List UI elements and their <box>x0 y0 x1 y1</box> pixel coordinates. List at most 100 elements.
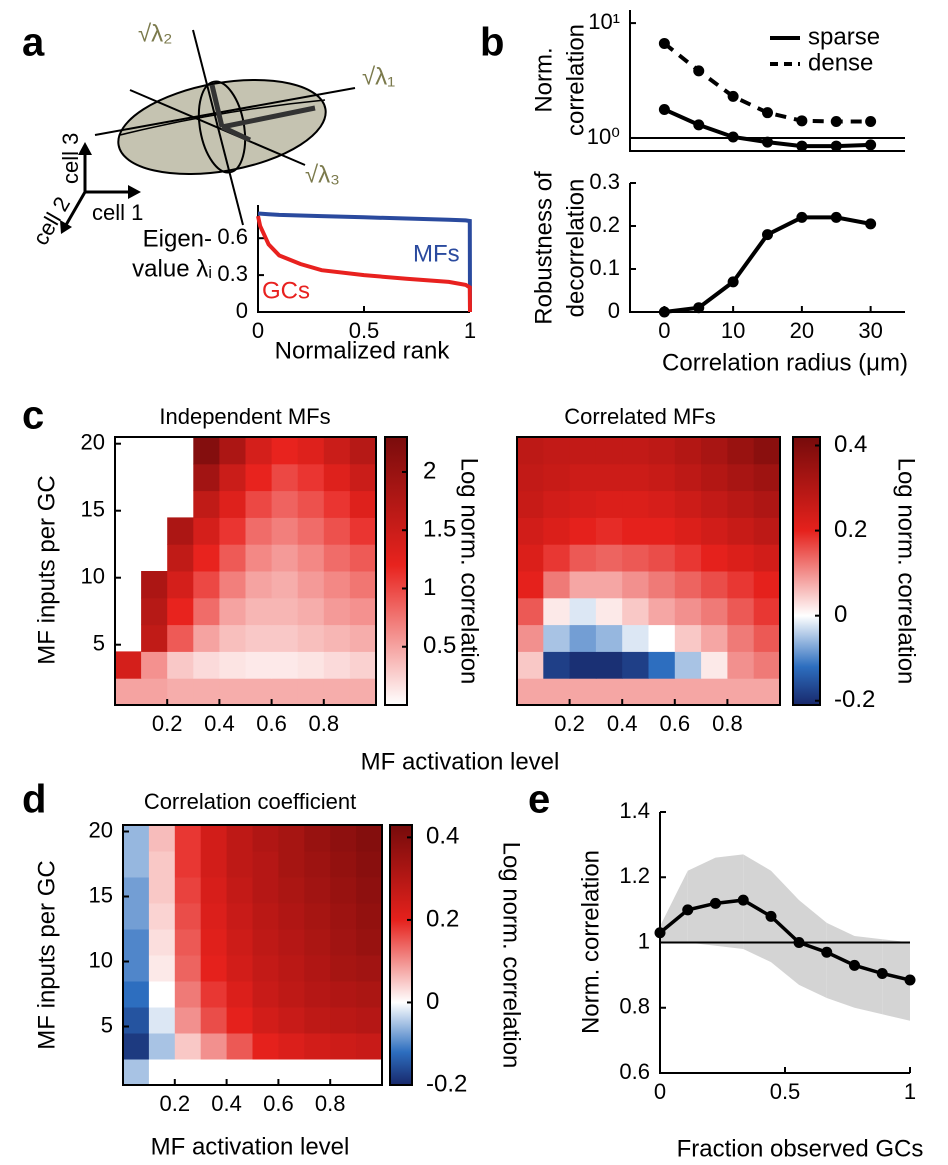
heatmap-cell <box>174 851 202 878</box>
colorbar-tick-label: -0.2 <box>834 686 875 713</box>
heatmap-cell <box>115 651 142 679</box>
band <box>687 857 716 946</box>
legend-label: dense <box>808 49 873 76</box>
heatmap-cell <box>245 571 273 599</box>
heatmap-cell <box>674 490 702 518</box>
heatmap-cell <box>701 490 728 518</box>
colorbar-tick-label: 0.2 <box>426 905 459 932</box>
heatmap-cell <box>174 1007 202 1034</box>
x-tick-label: 30 <box>858 318 882 343</box>
heatmap-cell <box>141 651 168 679</box>
y-axis-label: Eigen- <box>143 225 212 252</box>
heatmap-cell <box>148 851 176 878</box>
series-label: MFs <box>413 240 460 267</box>
x-tick-label: 0.2 <box>152 711 183 736</box>
heatmap-cell <box>193 597 220 626</box>
axis-3 <box>129 89 306 166</box>
ellipsoid-diagram: √λ₁ √λ₂ √λ₃ cell 1 cell 2 cell 3 <box>28 20 396 249</box>
colorbar-tick-label: 0 <box>834 601 847 628</box>
heatmap-cell <box>356 903 383 930</box>
heatmap-cell <box>701 651 728 679</box>
heatmap-cell <box>141 571 168 599</box>
marker <box>727 90 739 102</box>
heatmap-cell <box>167 624 194 652</box>
plot-frame <box>122 824 383 1086</box>
heatmap-cell <box>727 490 755 518</box>
x-axis-label: MF activation level <box>361 748 560 775</box>
heatmap-cell <box>356 981 383 1008</box>
heatmap-cell <box>304 1059 331 1086</box>
heatmap-cell <box>622 437 649 465</box>
panel-label: a <box>22 21 45 65</box>
x-tick-label: 0.5 <box>349 318 380 343</box>
heatmap-cell <box>595 597 623 626</box>
heatmap-cell <box>271 624 299 652</box>
heatmap-cell <box>123 877 150 904</box>
heatmap-cell <box>356 851 383 878</box>
colorbar-tick-label: 0.4 <box>834 431 867 458</box>
heatmap-cell <box>148 955 176 982</box>
y-tick-label: 20 <box>81 430 105 455</box>
heatmap-cell <box>330 1059 357 1086</box>
heatmap-cell <box>753 437 781 465</box>
heatmap-cell <box>543 437 571 465</box>
marker <box>658 37 670 49</box>
colorbar-tick-label: 2 <box>423 457 436 484</box>
heatmap-cell <box>245 678 273 706</box>
heatmap-cell <box>349 517 377 545</box>
eigen-label: √λ₁ <box>362 63 395 90</box>
y-tick-label: 5 <box>93 631 105 656</box>
heatmap-cell <box>517 571 544 599</box>
heatmap-cell <box>271 678 299 706</box>
heatmap-cell <box>200 1007 228 1034</box>
band <box>882 939 910 1021</box>
heatmap-cell <box>304 1007 331 1034</box>
heatmap-cell <box>304 1033 331 1060</box>
y-tick-label: 15 <box>81 497 105 522</box>
heatmap-cell <box>648 490 676 518</box>
heatmap-cell <box>543 571 571 599</box>
heatmap-cell <box>727 571 755 599</box>
heatmap-cell <box>517 544 544 572</box>
y-tick-label: 0.2 <box>589 212 620 237</box>
heatmap-cell <box>569 597 597 626</box>
y-axis-label: MF inputs per GC <box>33 860 60 1049</box>
heatmap-cell <box>245 517 273 545</box>
heatmap-cell <box>323 437 351 465</box>
ellipsoid-contour <box>119 99 326 136</box>
x-tick-label: 0.8 <box>712 711 743 736</box>
heatmap-cell <box>304 851 331 878</box>
heatmap-cell <box>727 624 755 652</box>
heatmap-cell <box>252 955 279 982</box>
heatmap-cell <box>226 825 253 852</box>
heatmap-cell <box>517 624 544 652</box>
marker <box>693 119 705 131</box>
marker <box>830 116 842 128</box>
y-axis-label: Norm. <box>530 47 557 112</box>
x-tick-label: 0.8 <box>309 711 340 736</box>
y-tick-label: 10¹ <box>588 9 620 34</box>
heatmap-cell <box>701 597 728 626</box>
heatmap-cell <box>543 678 571 706</box>
colorbar-label: Log norm. correlation <box>498 842 525 1069</box>
heatmap-cell <box>595 678 623 706</box>
cell-axis <box>64 191 87 226</box>
y-axis-label: value λᵢ <box>132 255 212 282</box>
heatmap-cell <box>648 597 676 626</box>
marker <box>765 910 777 922</box>
heatmap-cell <box>323 678 351 706</box>
colorbar-tick-label: 0.2 <box>834 516 867 543</box>
heatmap-cell <box>200 929 228 956</box>
heatmap-cell <box>569 651 597 679</box>
panel-label: e <box>528 778 550 822</box>
y-tick-label: 1.4 <box>619 798 650 823</box>
heatmap-cell <box>356 877 383 904</box>
heatmap-cell <box>297 624 325 652</box>
heatmap-cell <box>200 955 228 982</box>
heatmap-cell <box>622 517 649 545</box>
heatmap-cell <box>674 651 702 679</box>
heatmap-cell <box>569 490 597 518</box>
heatmap-cell <box>569 678 597 706</box>
heatmap-cell <box>219 651 246 679</box>
eigen-arrow <box>221 105 316 130</box>
